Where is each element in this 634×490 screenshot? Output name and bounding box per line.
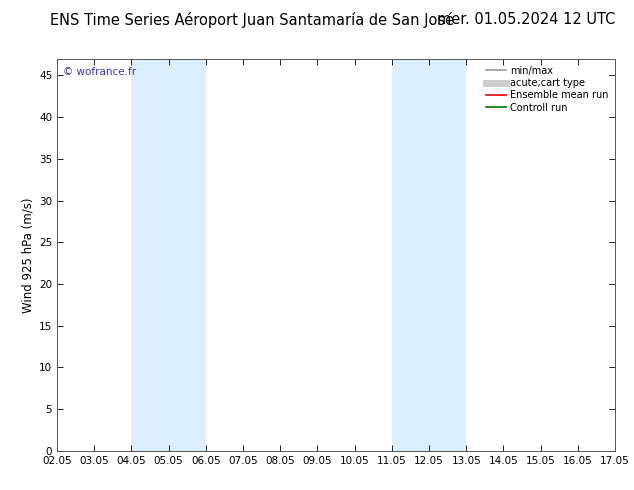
Text: mer. 01.05.2024 12 UTC: mer. 01.05.2024 12 UTC bbox=[437, 12, 615, 27]
Text: © wofrance.fr: © wofrance.fr bbox=[63, 67, 136, 76]
Legend: min/max, acute;cart type, Ensemble mean run, Controll run: min/max, acute;cart type, Ensemble mean … bbox=[484, 64, 610, 115]
Text: ENS Time Series Aéroport Juan Santamaría de San José: ENS Time Series Aéroport Juan Santamaría… bbox=[50, 12, 455, 28]
Bar bbox=[131, 59, 206, 451]
Y-axis label: Wind 925 hPa (m/s): Wind 925 hPa (m/s) bbox=[22, 197, 35, 313]
Bar bbox=[392, 59, 466, 451]
